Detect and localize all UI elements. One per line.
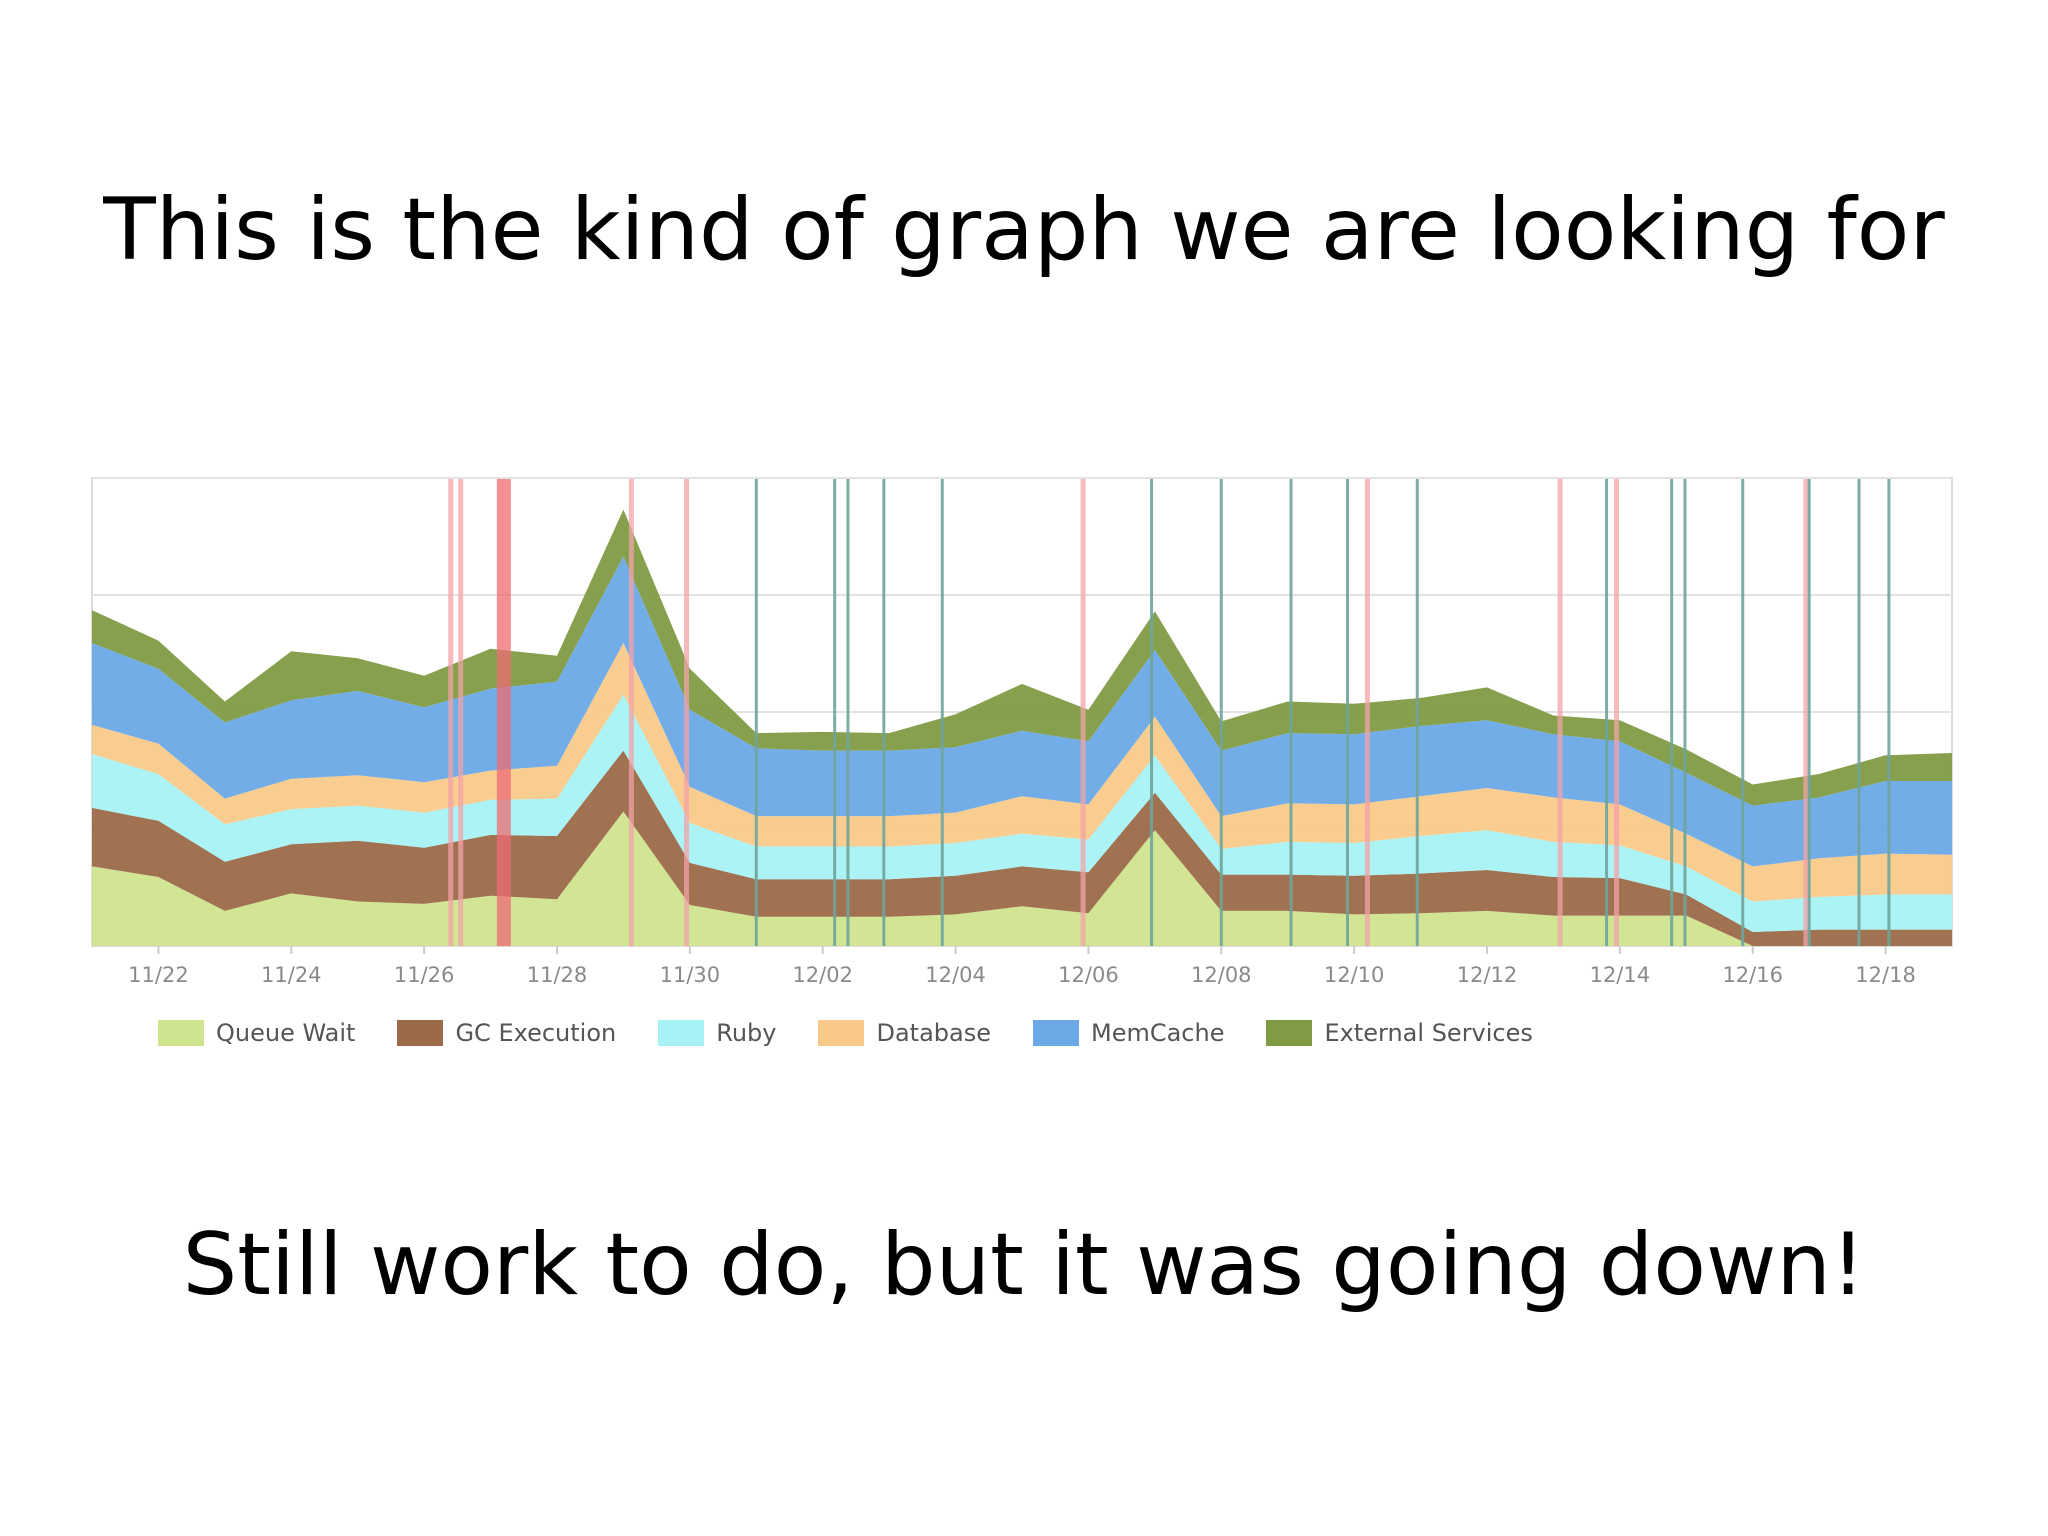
x-tick-label: 11/24 xyxy=(261,963,322,987)
x-tick-label: 11/22 xyxy=(128,963,189,987)
x-tick-label: 12/06 xyxy=(1058,963,1119,987)
x-tick-label: 11/28 xyxy=(527,963,588,987)
area-ruby xyxy=(92,694,1952,932)
x-tick-label: 12/02 xyxy=(792,963,853,987)
legend-swatch xyxy=(1266,1020,1313,1046)
marker-layer xyxy=(448,479,1891,946)
legend-item-database: Database xyxy=(818,1019,991,1047)
x-tick-label: 12/10 xyxy=(1324,963,1385,987)
legend-swatch xyxy=(1032,1020,1079,1046)
legend-label: Database xyxy=(876,1019,991,1047)
chart-legend: Queue Wait GC Execution Ruby Database MemCac… xyxy=(158,1016,1575,1050)
legend-item-external-services: External Services xyxy=(1266,1019,1533,1047)
area-queue-wait xyxy=(92,811,1952,946)
x-axis: 11/22 11/24 11/26 11/28 11/30 12/02 12/04 12/06… xyxy=(128,946,1916,987)
x-tick-label: 12/14 xyxy=(1590,963,1651,987)
slide-title: This is the kind of graph we are looking… xyxy=(103,180,1945,280)
area-memcache xyxy=(92,556,1952,867)
legend-label: Ruby xyxy=(716,1019,777,1047)
legend-label: MemCache xyxy=(1090,1019,1225,1047)
legend-item-memcache: MemCache xyxy=(1032,1019,1225,1047)
slide-caption: Still work to do, but it was going down! xyxy=(182,1215,1866,1315)
legend-label: Queue Wait xyxy=(216,1019,356,1047)
legend-swatch xyxy=(818,1020,865,1046)
legend-swatch xyxy=(397,1020,444,1046)
legend-label: External Services xyxy=(1324,1019,1533,1047)
legend-item-ruby: Ruby xyxy=(658,1019,776,1047)
x-tick-label: 12/12 xyxy=(1457,963,1518,987)
legend-swatch xyxy=(658,1020,705,1046)
x-tick-label: 12/18 xyxy=(1855,963,1916,987)
area-gc-execution xyxy=(92,750,1952,946)
legend-item-gc-execution: GC Execution xyxy=(397,1019,616,1047)
legend-item-queue-wait: Queue Wait xyxy=(158,1019,355,1047)
x-tick-label: 12/08 xyxy=(1191,963,1252,987)
legend-label: GC Execution xyxy=(455,1019,617,1047)
x-tick-label: 11/26 xyxy=(394,963,455,987)
area-database xyxy=(92,643,1952,902)
x-tick-label: 12/04 xyxy=(925,963,986,987)
area-layer xyxy=(92,509,1952,946)
x-tick-label: 12/16 xyxy=(1722,963,1783,987)
legend-swatch xyxy=(158,1020,204,1046)
x-tick-label: 11/30 xyxy=(660,963,721,987)
